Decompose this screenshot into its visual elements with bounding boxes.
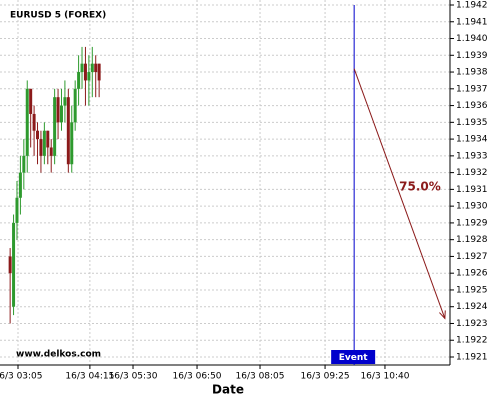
candle-body	[18, 172, 22, 198]
x-tick-label: 16/3 05:30	[109, 372, 158, 382]
y-tick-label: 1.1926	[456, 269, 488, 279]
candle-body	[25, 88, 29, 156]
grid	[0, 0, 450, 365]
candle-body	[66, 97, 70, 165]
candle-body	[59, 105, 63, 123]
y-tick-label: 1.1927	[456, 252, 488, 262]
candle-body	[42, 130, 46, 156]
y-tick-label: 1.1938	[456, 68, 488, 78]
y-tick-label: 1.1930	[456, 202, 488, 212]
y-tick-label: 1.1935	[456, 118, 488, 128]
y-tick-label: 1.1939	[456, 51, 488, 61]
candle-body	[97, 63, 101, 81]
candle-body	[73, 88, 77, 123]
arrow-head	[439, 310, 446, 320]
y-tick-label: 1.1936	[456, 101, 488, 111]
y-tick-label: 1.1941	[456, 17, 488, 27]
y-tick-label: 1.1922	[456, 336, 488, 346]
candle-body	[80, 63, 84, 73]
x-tick-label: 16/3 09:25	[301, 372, 350, 382]
candle-body	[49, 147, 53, 156]
y-tick-label: 1.1932	[456, 168, 488, 178]
candle-body	[94, 63, 98, 73]
candle-body	[22, 155, 26, 173]
y-tick-label: 1.1931	[456, 185, 488, 195]
candle-body	[8, 256, 12, 274]
y-tick-label: 1.1934	[456, 135, 488, 145]
watermark: www.delkos.com	[16, 350, 101, 360]
marks	[8, 46, 101, 324]
candle-body	[29, 88, 33, 114]
candle-body	[56, 97, 60, 123]
y-tick-label: 1.1925	[456, 285, 488, 295]
chart-title: EURUSD 5 (FOREX)	[10, 11, 106, 21]
candle-body	[83, 63, 87, 81]
x-axis-label: Date	[212, 383, 244, 397]
projection-label: 75.0%	[399, 180, 441, 194]
candle-body	[90, 63, 94, 73]
y-tick-label: 1.1924	[456, 302, 488, 312]
event-label-box	[331, 350, 376, 364]
candle-body	[32, 113, 36, 131]
candle-body	[39, 139, 43, 156]
y-tick-label: 1.1923	[456, 319, 488, 329]
candle-body	[77, 72, 81, 89]
y-tick-label: 1.1928	[456, 235, 488, 245]
x-tick-label: 16/3 08:05	[236, 372, 285, 382]
candle-body	[63, 97, 67, 106]
y-tick-label: 1.1929	[456, 218, 488, 228]
candle-body	[12, 222, 16, 307]
candle-body	[87, 72, 91, 81]
y-tick-label: 1.1937	[456, 84, 488, 94]
candle-body	[36, 130, 40, 140]
candle-body	[53, 97, 57, 156]
y-tick-label: 1.1942	[456, 1, 488, 11]
candle-body	[15, 197, 19, 223]
candle-body	[46, 130, 50, 148]
y-tick-label: 1.1921	[456, 353, 488, 363]
x-tick-label: 16/3 10:40	[360, 372, 409, 382]
x-tick-label: 16/3 04:15	[65, 372, 114, 382]
projection-arrow	[353, 68, 446, 319]
candle-body	[70, 122, 74, 165]
x-tick-label: 16/3 03:05	[0, 372, 43, 382]
y-tick-label: 1.1933	[456, 151, 488, 161]
x-tick-label: 16/3 06:50	[173, 372, 222, 382]
event-label: Event	[339, 353, 369, 363]
y-tick-label: 1.1940	[456, 34, 488, 44]
